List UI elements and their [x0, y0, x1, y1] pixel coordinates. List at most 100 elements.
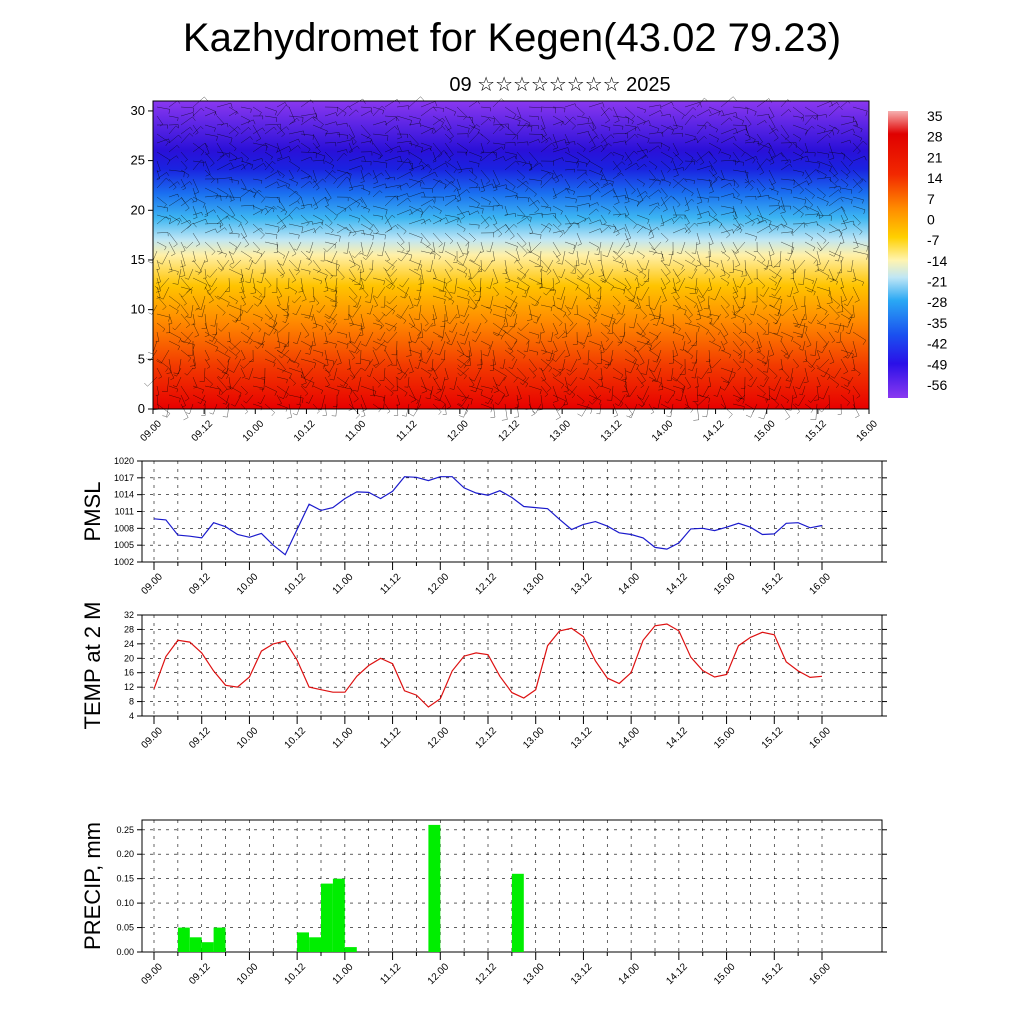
pmsl-x-tick-label: 16.00: [807, 571, 833, 597]
precip-x-tick-label: 09.12: [187, 961, 213, 987]
precip-bar: [177, 927, 190, 952]
precip-x-tick-label: 12.12: [473, 961, 499, 987]
precip-y-tick-label: 0.25: [116, 825, 134, 835]
temp-y-tick-label: 24: [124, 639, 134, 649]
pmsl-x-tick-label: 14.12: [664, 571, 690, 597]
heatmap-x-tick-label: 09.00: [138, 418, 164, 444]
colorbar-label: 21: [927, 149, 943, 165]
precip-x-tick-label: 15.12: [760, 961, 786, 987]
colorbar-label: 0: [927, 211, 935, 227]
heatmap-y-tick-label: 5: [138, 351, 145, 366]
wind-barbs: [144, 96, 869, 421]
pmsl-y-tick-label: 1005: [114, 540, 134, 550]
precip-y-tick-label: 0.15: [116, 874, 134, 884]
precip-x-tick-label: 09.00: [139, 961, 165, 987]
pmsl-x-tick-label: 11.12: [378, 571, 403, 596]
pmsl-y-tick-label: 1008: [114, 523, 134, 533]
temp-y-tick-label: 4: [129, 711, 134, 721]
heatmap-x-tick-label: 10.00: [241, 418, 267, 444]
temp-x-tick-label: 15.00: [712, 725, 738, 751]
pmsl-y-tick-label: 1017: [114, 473, 134, 483]
precip-y-tick-label: 0.05: [116, 923, 134, 933]
heatmap-x-tick-label: 11.12: [394, 418, 419, 443]
precip-bar: [332, 878, 345, 952]
heatmap-x-tick-label: 15.00: [752, 418, 778, 444]
temp-x-tick-label: 13.12: [569, 725, 595, 751]
pmsl-y-tick-label: 1020: [114, 456, 134, 466]
precip-x-tick-label: 15.00: [712, 961, 738, 987]
temp-x-tick-label: 10.12: [283, 725, 309, 751]
colorbar-label: -21: [927, 274, 947, 290]
temp-y-axis-label: TEMP at 2 M: [80, 602, 105, 730]
pmsl-x-tick-label: 15.12: [760, 571, 786, 597]
heatmap-x-tick-label: 09.12: [190, 418, 216, 444]
heatmap-y-tick-label: 15: [131, 252, 145, 267]
heatmap-x-tick-label: 14.12: [701, 418, 727, 444]
temp-x-tick-label: 14.00: [617, 725, 643, 751]
precip-x-tick-label: 11.00: [331, 961, 356, 986]
chart-title: Kazhydromet for Kegen(43.02 79.23): [182, 16, 842, 60]
pmsl-x-tick-label: 11.00: [331, 571, 356, 596]
precip-bar: [511, 873, 524, 952]
pmsl-y-tick-label: 1011: [115, 507, 134, 517]
precip-x-tick-label: 16.00: [807, 961, 833, 987]
colorbar-label: -42: [927, 336, 947, 352]
colorbar-label: 7: [927, 191, 935, 207]
temp-x-tick-label: 10.00: [235, 725, 261, 751]
heatmap-y-tick-label: 10: [131, 302, 145, 317]
heatmap-x-tick-label: 15.12: [803, 418, 829, 444]
precip-bar: [297, 932, 309, 952]
pmsl-y-tick-label: 1002: [114, 557, 134, 567]
temp-x-tick-label: 12.12: [473, 725, 499, 751]
pmsl-x-tick-label: 12.00: [426, 571, 452, 597]
pmsl-x-tick-label: 09.12: [187, 571, 213, 597]
precip-x-tick-label: 14.00: [617, 961, 643, 987]
heatmap-x-tick-label: 13.00: [548, 418, 574, 444]
temp-x-tick-label: 16.00: [807, 725, 833, 751]
heatmap-x-tick-label: 16.00: [854, 418, 880, 444]
precip-y-axis-label: PRECIP, mm: [80, 822, 105, 950]
heatmap-y-tick-label: 30: [131, 103, 145, 118]
colorbar: [888, 111, 908, 398]
temp-x-tick-label: 11.12: [378, 725, 403, 750]
pmsl-x-tick-label: 12.12: [473, 571, 499, 597]
temp-x-tick-label: 12.00: [426, 725, 452, 751]
precip-bar: [321, 883, 333, 952]
colorbar-label: -7: [927, 232, 940, 248]
temp-x-tick-label: 13.00: [521, 725, 547, 751]
heatmap-x-tick-label: 12.12: [496, 418, 522, 444]
pmsl-x-tick-label: 13.12: [569, 571, 595, 597]
precip-bar: [201, 942, 214, 952]
precip-x-tick-label: 11.12: [378, 961, 403, 986]
precip-bar: [309, 937, 321, 952]
heatmap-y-tick-label: 20: [131, 202, 145, 217]
precip-x-tick-label: 10.00: [235, 961, 261, 987]
pmsl-y-tick-label: 1014: [114, 490, 134, 500]
precip-x-tick-label: 13.00: [521, 961, 547, 987]
colorbar-label: -14: [927, 253, 947, 269]
pmsl-x-tick-label: 13.00: [521, 571, 547, 597]
colorbar-label: -49: [927, 356, 947, 372]
colorbar-label: 28: [927, 129, 943, 145]
heatmap-y-tick-label: 0: [138, 401, 145, 416]
precip-x-tick-label: 12.00: [426, 961, 452, 987]
heatmap-x-tick-label: 13.12: [599, 418, 625, 444]
heatmap-x-tick-label: 14.00: [650, 418, 676, 444]
colorbar-label: -28: [927, 294, 947, 310]
temp-x-tick-label: 14.12: [664, 725, 690, 751]
pmsl-x-tick-label: 10.12: [283, 571, 309, 597]
precip-bar: [189, 937, 202, 952]
precip-y-tick-label: 0.10: [116, 898, 134, 908]
colorbar-label: -35: [927, 315, 947, 331]
precip-bar: [428, 824, 441, 952]
precip-x-tick-label: 13.12: [569, 961, 595, 987]
heatmap-x-tick-label: 11.00: [343, 418, 368, 443]
heatmap-x-tick-label: 10.12: [292, 418, 318, 444]
colorbar-label: -56: [927, 377, 947, 393]
pmsl-x-tick-label: 14.00: [617, 571, 643, 597]
heatmap-x-tick-label: 12.00: [445, 418, 471, 444]
pmsl-x-tick-label: 09.00: [139, 571, 165, 597]
precip-y-tick-label: 0.00: [116, 947, 134, 957]
temp-y-tick-label: 32: [124, 610, 134, 620]
